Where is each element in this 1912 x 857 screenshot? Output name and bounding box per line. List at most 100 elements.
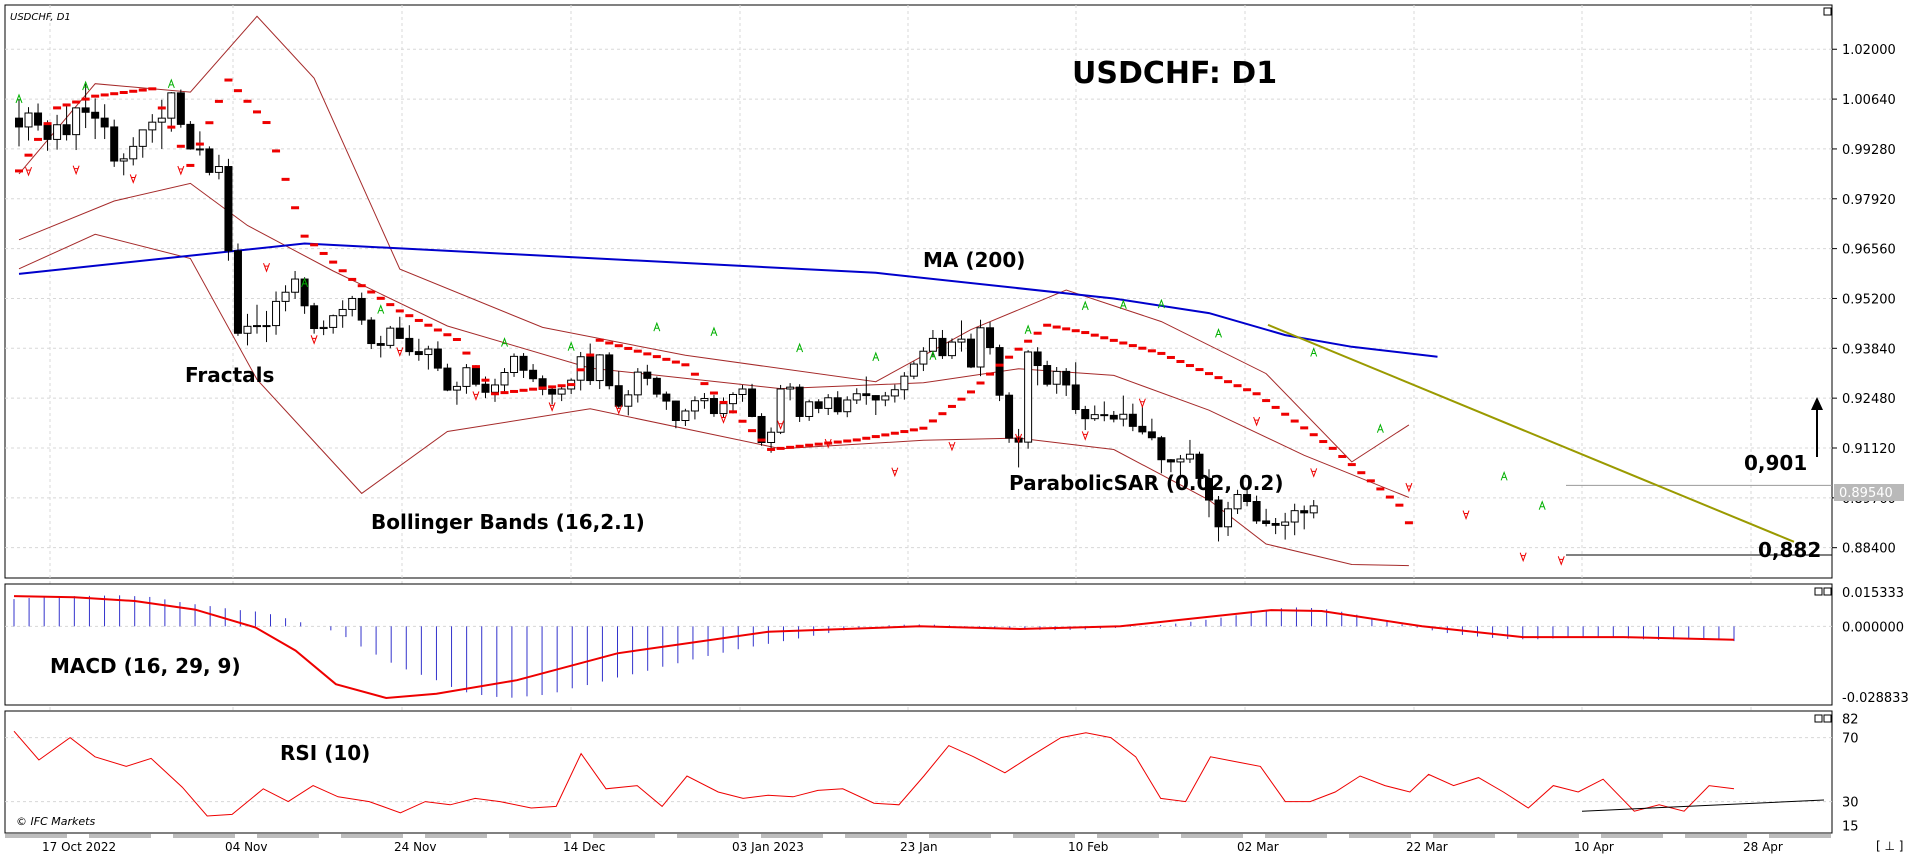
date-label: 17 Oct 2022: [42, 840, 116, 854]
fractal-down-icon: [1519, 552, 1527, 563]
candle-bull: [881, 395, 890, 401]
fractal-down-icon: [263, 262, 270, 273]
candle-bear: [1128, 413, 1137, 427]
maximize-icon[interactable]: [1823, 7, 1832, 16]
candle-bull: [386, 327, 395, 346]
candle-bull: [1281, 521, 1290, 526]
nav-hint[interactable]: [ ⊥ ]: [1876, 839, 1903, 853]
candle-bear: [1271, 522, 1280, 526]
fractal-up-icon: [15, 93, 23, 104]
price-tick-label: 0.92480: [1842, 392, 1896, 407]
candle-bear: [433, 348, 442, 369]
fractal-up-icon: [653, 321, 661, 332]
candle-bull: [719, 403, 728, 415]
candle-bear: [995, 347, 1004, 396]
candle-bull: [281, 291, 290, 302]
candle-bear: [357, 297, 366, 321]
candle-bear: [529, 369, 538, 380]
date-label: 14 Dec: [563, 840, 605, 854]
macd-axis: 0.015333 0.000000 -0.028833: [1842, 586, 1909, 706]
candle-bear: [1081, 409, 1090, 420]
fractal-down-icon: [1015, 433, 1023, 444]
price-tick-label: 0.93840: [1842, 342, 1896, 357]
date-label: 04 Nov: [225, 840, 268, 854]
ifc-logo: © IFC Markets: [16, 815, 95, 828]
candle-bear: [91, 111, 100, 119]
fractal-up-icon: [1024, 324, 1032, 334]
current-price-label: 0.89540: [1839, 486, 1893, 501]
date-label: 02 Mar: [1237, 840, 1279, 854]
levels: [1267, 323, 1832, 556]
support-label: 0,882: [1758, 538, 1821, 562]
candle-bear: [548, 388, 557, 395]
fractal-down-icon: [777, 420, 785, 431]
candle-bear: [176, 92, 185, 125]
fractal-down-icon: [177, 165, 185, 176]
date-label: 03 Jan 2023: [732, 840, 804, 854]
candle-bull: [452, 385, 461, 391]
candle-bear: [986, 327, 995, 349]
ma-200-path: [18, 242, 1438, 358]
candle-bear: [614, 385, 623, 407]
candle-bear: [1147, 431, 1156, 439]
fractal-up-icon: [1376, 423, 1384, 433]
candle-bear: [967, 338, 975, 368]
candle-bull: [957, 338, 966, 343]
candle-bull: [214, 166, 223, 173]
candle-bull: [824, 397, 833, 409]
candle-bull: [700, 398, 709, 402]
fractal-up-icon: [1215, 328, 1222, 338]
candle-bull: [338, 308, 347, 317]
date-label: 22 Mar: [1406, 840, 1448, 854]
candle-bull: [138, 129, 147, 147]
bollinger-label: Bollinger Bands (16,2.1): [371, 510, 645, 534]
candle-bull: [167, 92, 176, 119]
fractal-up-icon: [501, 337, 508, 347]
bollinger-upper: [18, 15, 1410, 463]
candle-bull: [729, 393, 737, 405]
candle-bull: [557, 388, 566, 395]
candle-bear: [833, 397, 842, 413]
macd-window-icon[interactable]: [1814, 587, 1832, 596]
candle-bull: [928, 337, 937, 352]
candle-bull: [976, 327, 985, 368]
candle-bull: [272, 300, 281, 327]
candle-bear: [205, 148, 214, 173]
fractals-label: Fractals: [185, 363, 274, 387]
candle-bear: [1005, 394, 1014, 439]
candle-bear: [100, 117, 109, 128]
price-tick-label: 1.02000: [1842, 43, 1896, 58]
candle-bull: [53, 124, 62, 140]
fractal-up-icon: [1157, 298, 1165, 309]
psar-label: ParabolicSAR (0.02, 0.2): [1009, 471, 1283, 495]
chart-title: USDCHF: D1: [1072, 56, 1277, 91]
candle-bull: [1290, 510, 1299, 523]
fractal-up-icon: [1119, 299, 1127, 310]
candle-bear: [1157, 437, 1166, 461]
candle-bull: [595, 354, 604, 382]
candle-bear: [1062, 370, 1071, 386]
parabolic-sar: [15, 78, 1413, 525]
candle-bull: [1185, 453, 1194, 460]
candle-bull: [243, 325, 252, 334]
candle-bull: [253, 325, 261, 328]
fractal-up-icon: [1310, 347, 1318, 357]
candle-bear: [938, 337, 947, 357]
candle-bear: [376, 343, 385, 346]
ma-200-line: [18, 242, 1438, 358]
candle-bear: [1033, 351, 1042, 367]
candle-bear: [871, 395, 880, 401]
candle-bear: [1262, 520, 1271, 524]
candle-bear: [1214, 499, 1223, 528]
fractal-up-icon: [301, 277, 309, 288]
rsi-window-icon[interactable]: [1814, 714, 1832, 723]
candle-bear: [586, 356, 595, 382]
candle-bear: [1252, 501, 1261, 522]
candle-bull: [510, 355, 519, 373]
candle-bull: [72, 107, 81, 136]
fractal-up-icon: [1500, 470, 1508, 481]
candle-bear: [1300, 510, 1309, 514]
candle-bear: [414, 351, 423, 356]
candle-bull: [767, 431, 776, 443]
candle-bear: [110, 126, 119, 162]
